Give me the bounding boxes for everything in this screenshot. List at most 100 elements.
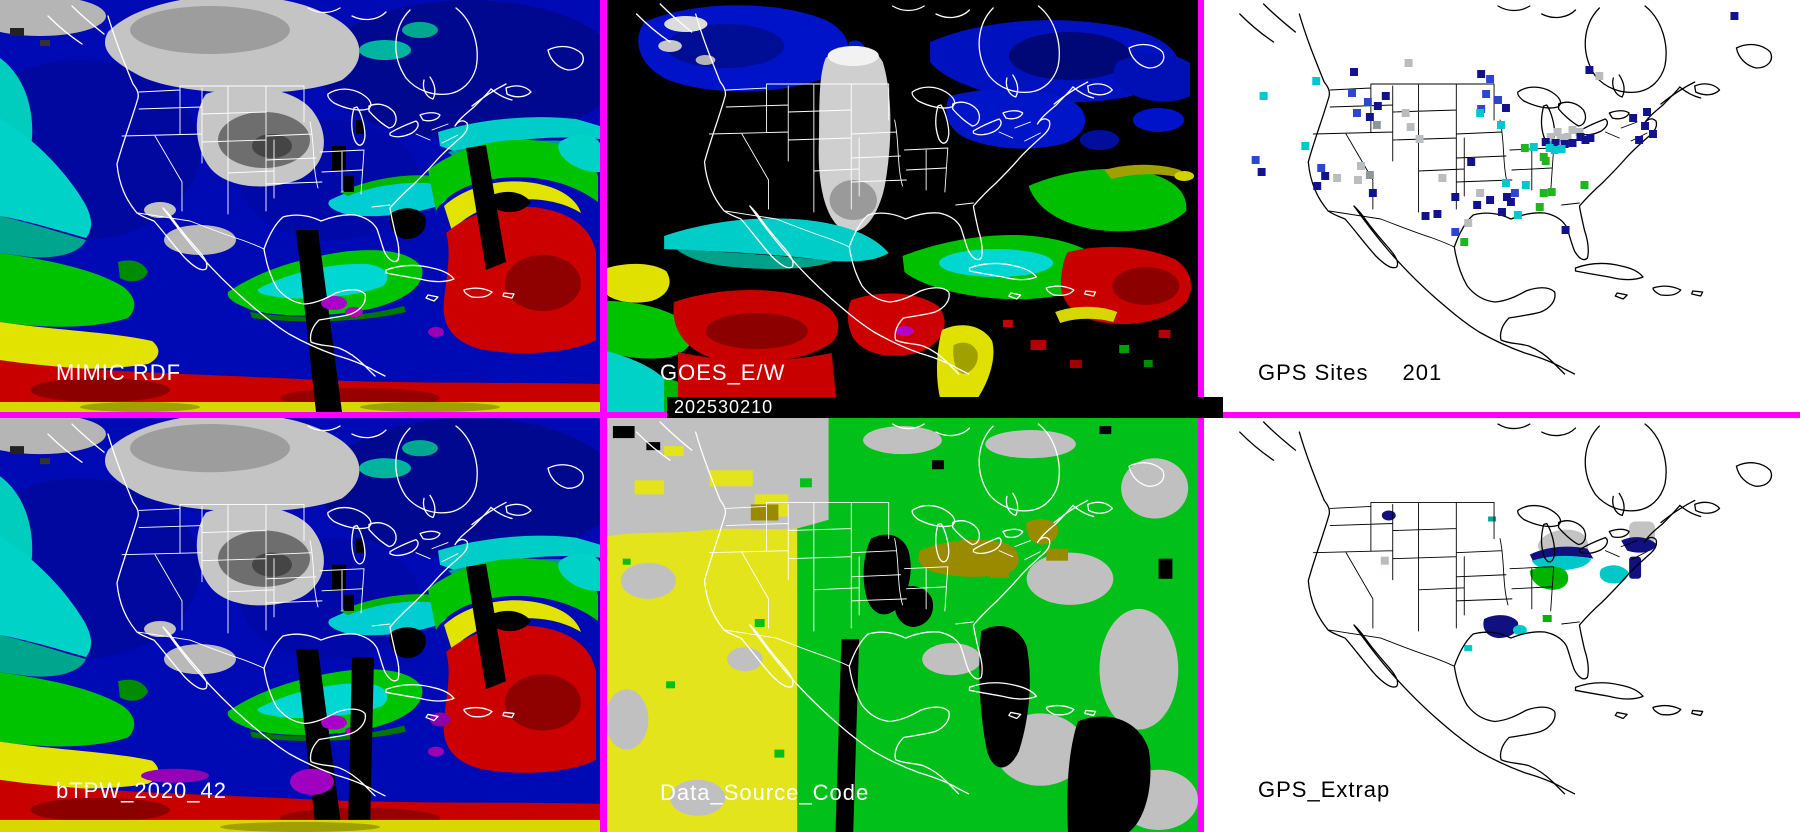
gps-site-marker [1506, 198, 1515, 206]
gps-site-marker [1585, 66, 1594, 74]
gps-site-marker [1541, 157, 1550, 165]
gps-site-marker [1368, 189, 1377, 197]
gps-site-marker [1353, 109, 1361, 117]
gps-site-marker [1502, 193, 1511, 201]
gps-site-marker [1568, 126, 1577, 134]
gps-site-marker [1551, 139, 1560, 147]
gps-site-marker [1486, 196, 1495, 204]
gps-site-marker [1629, 114, 1638, 122]
gps-site-marker [1373, 102, 1382, 110]
gps-site-marker [1365, 113, 1374, 121]
panel-btpw [0, 418, 600, 832]
gps-site-marker [1372, 121, 1381, 129]
timestamp-bar: 202530210 [667, 397, 1223, 418]
gps-site-marker [1433, 210, 1442, 218]
gps-site-marker [1502, 179, 1510, 187]
gps-site-marker [1581, 136, 1590, 144]
timestamp-text: 202530210 [674, 397, 774, 417]
gps-site-marker [1641, 122, 1650, 130]
gps-site-marker [1365, 171, 1374, 179]
gps-site-marker [1356, 162, 1365, 170]
gps-site-marker [1649, 130, 1657, 138]
data-source-color-field [607, 418, 1198, 832]
gps-site-marker [1482, 90, 1491, 98]
gps-site-marker [1460, 238, 1469, 246]
gps-site-marker [1251, 156, 1260, 164]
map-background [1204, 0, 1800, 412]
tpw-color-field [0, 418, 600, 832]
gps-sites-label: GPS Sites [1258, 360, 1369, 385]
gps-site-marker [1401, 109, 1410, 117]
gps-site-marker [1406, 123, 1415, 131]
gps-site-marker [1635, 136, 1644, 144]
gps-site-marker [1553, 128, 1562, 136]
gps-site-marker [1404, 59, 1413, 67]
tpw-color-field [0, 0, 600, 412]
panel-goes-ew [607, 0, 1198, 412]
gps-site-marker [1348, 89, 1356, 97]
gps-site-marker [1529, 143, 1538, 151]
gps-site-marker [1257, 168, 1266, 176]
gps-site-marker [1467, 158, 1476, 166]
gps-site-marker [1547, 188, 1556, 196]
gps-site-marker [1563, 133, 1572, 141]
gps-site-marker [1313, 182, 1322, 190]
btpw-map-image [0, 418, 600, 832]
gps-site-marker [1333, 174, 1342, 182]
gps-site-marker [1451, 228, 1460, 236]
gps-sites-count: 201 [1402, 360, 1443, 385]
gps-site-marker [1438, 174, 1447, 182]
gps-site-marker [1580, 181, 1589, 189]
gps-site-marker [1473, 201, 1482, 209]
panel-label-mimic-rdf: MIMIC RDF [56, 360, 182, 385]
gps-site-marker [1561, 226, 1570, 234]
goes-ew-map-image [607, 0, 1198, 412]
gps-site-marker [1730, 12, 1739, 20]
gps-site-marker [1301, 142, 1310, 150]
gps-site-markers [1251, 12, 1739, 246]
gps-site-marker [1502, 104, 1510, 112]
panel-gps-sites [1204, 0, 1800, 412]
gps-site-marker [1550, 146, 1559, 154]
panel-label-btpw: bTPW_2020_42 [56, 778, 227, 803]
panel-data-source-code [607, 418, 1198, 832]
gps-site-marker [1643, 108, 1651, 116]
gps-site-marker [1363, 98, 1372, 106]
gps-site-marker [1477, 70, 1486, 78]
gps-site-marker [1556, 134, 1565, 142]
gps-site-marker [1510, 189, 1519, 197]
gps-site-marker [1259, 92, 1268, 100]
panel-mimic-rdf [0, 0, 600, 412]
gps-site-marker [1498, 208, 1506, 216]
gps-site-marker [1451, 193, 1460, 201]
panel-label-goes-ew: GOES_E/W [660, 360, 786, 385]
gps-site-marker [1557, 145, 1566, 153]
data-source-map-image [607, 418, 1198, 832]
gps-site-marker [1520, 144, 1529, 152]
gps-site-marker [1513, 211, 1522, 219]
gps-extrap-map-image [1204, 418, 1800, 832]
gps-site-marker [1476, 109, 1485, 117]
gps-site-marker [1560, 140, 1569, 148]
gps-site-marker [1575, 128, 1584, 136]
gps-site-marker [1539, 189, 1548, 197]
gps-site-marker [1545, 144, 1554, 152]
gps-site-marker [1497, 121, 1505, 129]
gps-site-marker [1521, 181, 1530, 189]
panel-label-gps-extrap: GPS_Extrap [1258, 777, 1391, 802]
gps-sites-map-image [1204, 0, 1800, 412]
gps-site-marker [1312, 77, 1321, 85]
gps-site-marker [1576, 133, 1585, 141]
gps-site-marker [1486, 75, 1495, 83]
gps-site-marker [1546, 133, 1555, 141]
gps-site-marker [1350, 68, 1358, 76]
gps-site-marker [1421, 212, 1430, 220]
panel-label-data-source-code: Data_Source_Code [660, 780, 870, 805]
gps-site-marker [1541, 138, 1550, 146]
gps-site-marker [1321, 172, 1330, 180]
gps-site-marker [1586, 134, 1595, 142]
gps-site-marker [1568, 139, 1577, 147]
gps-site-marker [1535, 203, 1544, 211]
gps-site-marker [1381, 92, 1390, 100]
